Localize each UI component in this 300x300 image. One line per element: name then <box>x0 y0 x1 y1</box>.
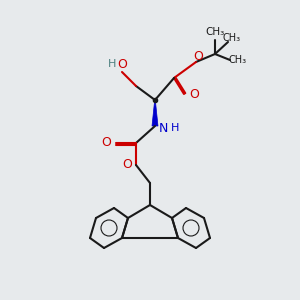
Text: CH₃: CH₃ <box>223 33 241 43</box>
Text: CH₃: CH₃ <box>206 27 225 37</box>
Text: N: N <box>158 122 168 134</box>
Text: O: O <box>193 50 203 62</box>
Text: O: O <box>101 136 111 149</box>
Text: O: O <box>117 58 127 70</box>
Text: O: O <box>122 158 132 172</box>
Text: CH₃: CH₃ <box>229 55 247 65</box>
Polygon shape <box>152 100 158 126</box>
Text: H: H <box>108 59 116 69</box>
Text: O: O <box>189 88 199 100</box>
Text: H: H <box>171 123 179 133</box>
